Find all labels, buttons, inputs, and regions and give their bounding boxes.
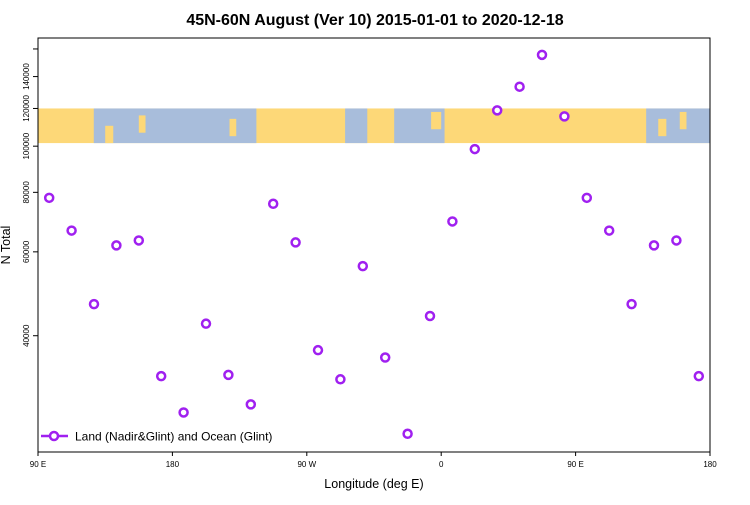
x-tick-label: 180 [166,460,180,469]
land-area [679,111,687,130]
y-tick-label: 120000 [22,95,31,122]
data-point [223,369,234,381]
plot-frame [37,37,711,453]
data-point [88,298,100,310]
x-tick-label: 90 E [567,460,583,469]
data-point [581,192,593,204]
legend-label: Land (Nadir&Glint) and Ocean (Glint) [75,430,272,444]
data-point [66,225,77,236]
data-point [290,237,301,248]
land-area [105,125,114,144]
data-point [447,216,458,227]
data-point [312,344,324,356]
data-point [536,49,548,61]
ocean-area [646,108,710,144]
data-point [357,260,369,272]
y-tick-label: 100000 [22,132,31,159]
map-band [38,108,710,144]
data-point [111,240,122,251]
x-tick-label: 0 [439,460,444,469]
land-area [658,118,667,137]
data-point [245,399,257,410]
legend: Land (Nadir&Glint) and Ocean (Glint) [41,430,272,444]
x-tick-label: 90 E [30,460,46,469]
data-points [43,49,705,440]
data-point [155,370,167,382]
chart-title: 45N-60N August (Ver 10) 2015-01-01 to 20… [186,12,563,29]
data-point [648,240,660,251]
y-axis: 40000 60000 80000 100000 120000 140000 [22,48,38,347]
data-point [559,111,570,122]
y-tick-label: 60000 [22,240,31,263]
land-area [431,111,442,130]
land-area [229,118,237,137]
data-point [491,105,503,116]
data-point [335,374,346,385]
data-point [200,318,212,329]
data-point [379,352,391,363]
data-point [267,198,279,210]
y-tick-label: 80000 [22,181,31,204]
data-point [43,192,55,204]
ocean-area [345,108,368,144]
x-tick-label: 90 W [297,460,316,469]
y-tick-label: 140000 [22,63,31,90]
data-point [514,81,525,92]
legend-marker [48,430,60,442]
land-area [138,115,146,133]
data-point [469,143,481,155]
y-axis-label: N Total [0,226,13,265]
data-point [671,235,682,246]
data-point [603,225,615,236]
data-point [693,370,705,382]
data-point [626,298,637,310]
ocean-area [93,108,257,144]
y-tick-label: 40000 [22,324,31,347]
data-point [133,235,145,246]
data-point [424,310,436,322]
x-tick-label: 180 [703,460,717,469]
x-axis: 90 E 180 90 W 0 90 E 180 [30,452,717,469]
data-point [402,428,413,440]
x-axis-label: Longitude (deg E) [324,477,423,491]
data-point [178,407,189,418]
